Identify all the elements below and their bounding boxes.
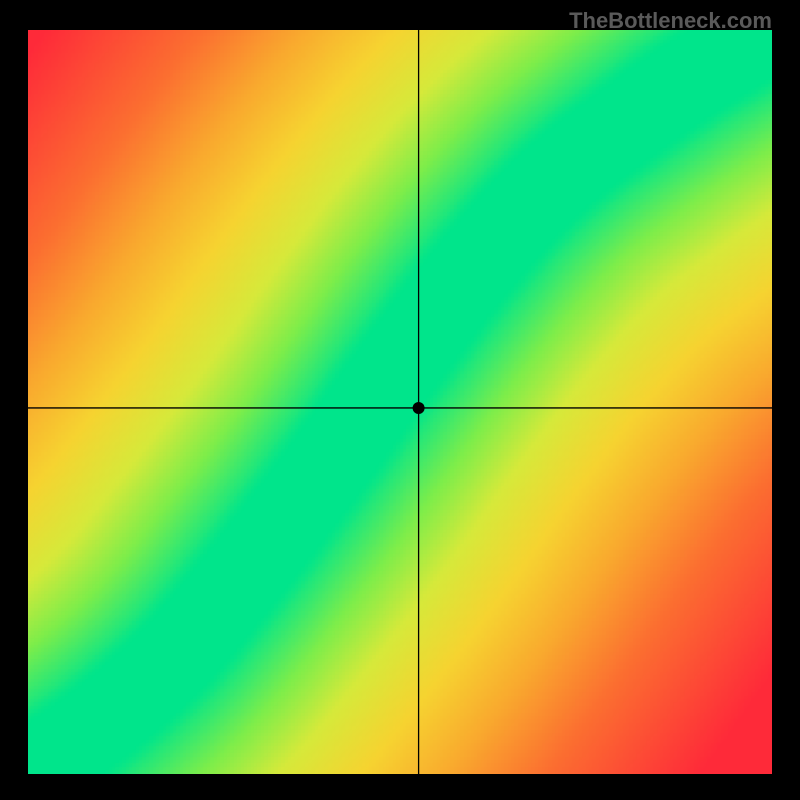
watermark-text: TheBottleneck.com (569, 8, 772, 34)
bottleneck-heatmap (28, 30, 772, 774)
heatmap-canvas (28, 30, 772, 774)
